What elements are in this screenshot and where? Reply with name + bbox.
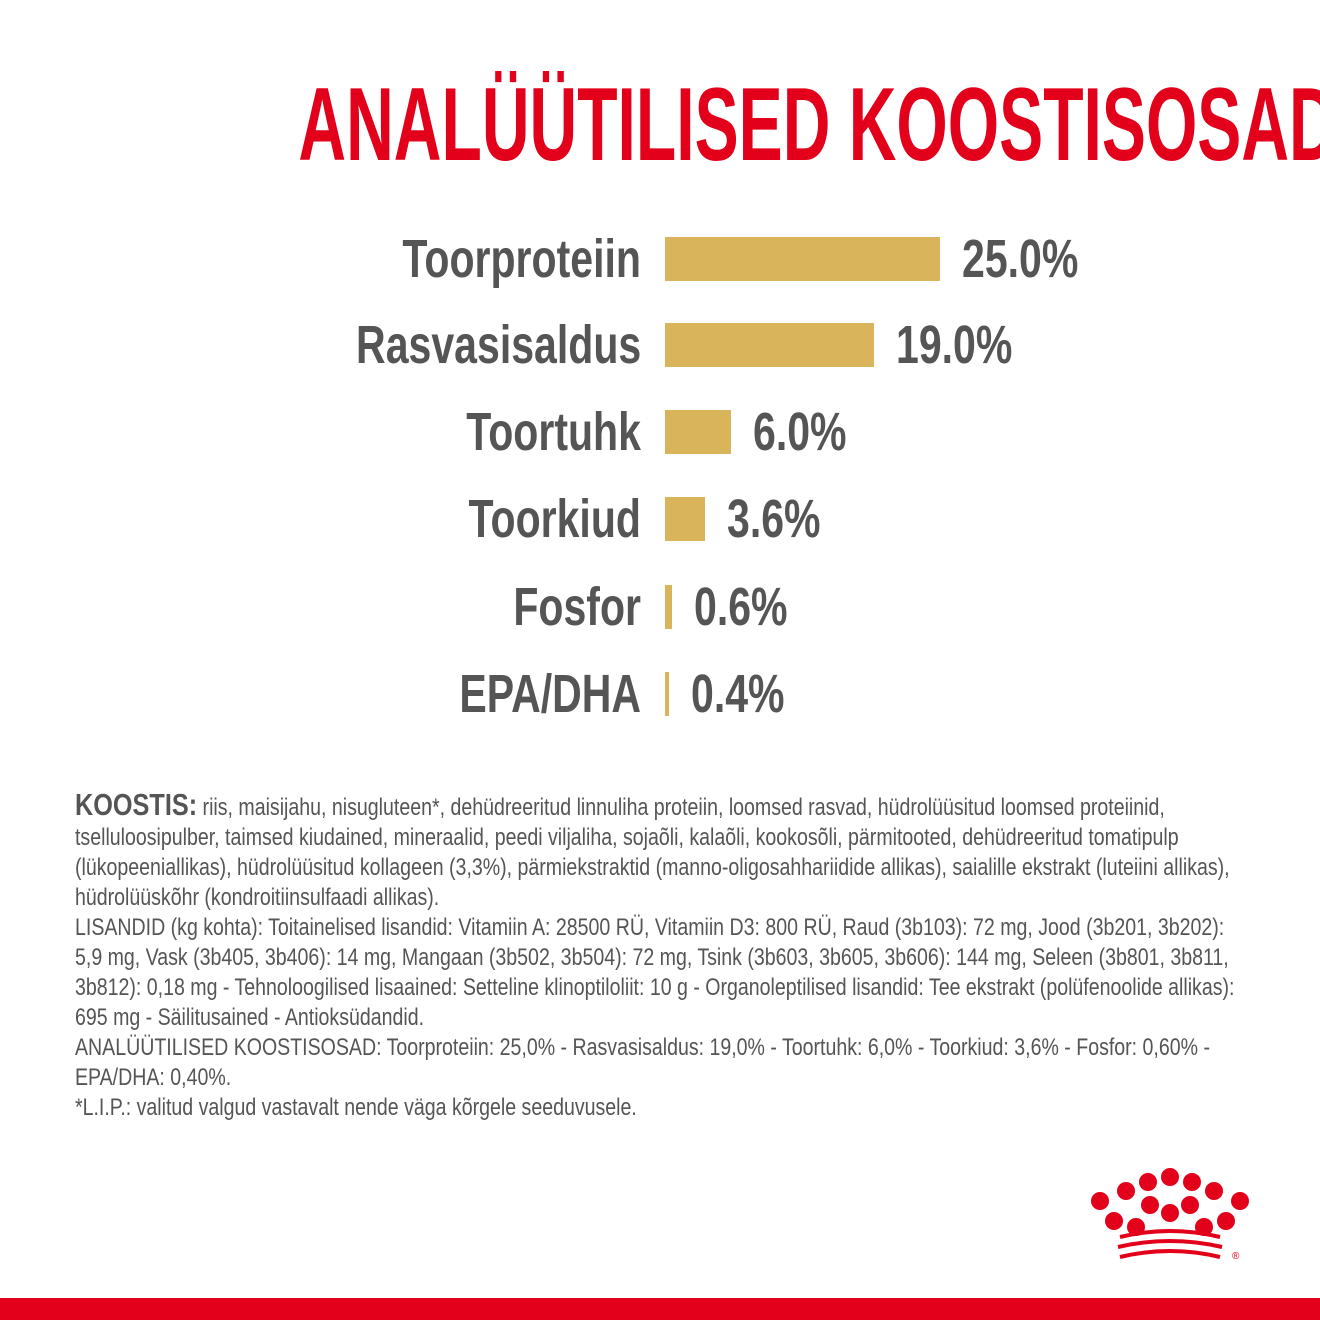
category-label: Toorkiud	[468, 489, 641, 549]
ingredients-paragraph: KOOSTIS: riis, maisijahu, nisugluteen*, …	[75, 787, 1253, 913]
category-label: Toortuhk	[466, 402, 641, 462]
additives-paragraph: LISANDID (kg kohta): Toitainelised lisan…	[75, 914, 1235, 1031]
value-label: 25.0%	[962, 229, 1079, 289]
bar	[665, 410, 731, 454]
chart-row: Fosfor 0.6%	[0, 577, 1320, 637]
registered-mark: ®	[1232, 1251, 1240, 1262]
title-container: ANALÜÜTILISED KOOSTISOSAD	[0, 70, 1320, 180]
footnote: *L.I.P.: valitud valgud vastavalt nende …	[75, 1094, 637, 1121]
bar	[665, 585, 672, 629]
chart-row: Toortuhk 6.0%	[0, 402, 1320, 462]
category-label: EPA/DHA	[459, 664, 641, 724]
category-label: Fosfor	[513, 577, 641, 637]
bar	[665, 323, 874, 367]
bar	[665, 672, 670, 716]
composition-text: KOOSTIS: riis, maisijahu, nisugluteen*, …	[75, 787, 1253, 1123]
category-label: Rasvasisaldus	[355, 315, 641, 375]
chart-row: Toorkiud 3.6%	[0, 489, 1320, 549]
bottom-brand-bar	[0, 1298, 1320, 1320]
value-label: 0.4%	[691, 664, 785, 724]
ingredients-list: riis, maisijahu, nisugluteen*, dehüdreer…	[75, 794, 1230, 911]
category-label: Toorproteiin	[402, 229, 641, 289]
composition-heading: KOOSTIS:	[75, 787, 198, 822]
bar	[665, 497, 705, 541]
value-label: 3.6%	[726, 489, 821, 549]
value-label: 0.6%	[693, 577, 788, 637]
value-label: 19.0%	[896, 315, 1013, 375]
value-label: 6.0%	[753, 402, 847, 462]
analytical-paragraph: ANALÜÜTILISED KOOSTISOSAD: Toorproteiin:…	[75, 1034, 1210, 1091]
page-title: ANALÜÜTILISED KOOSTISOSAD	[298, 67, 1320, 183]
chart-row: Rasvasisaldus 19.0%	[0, 315, 1320, 375]
analytical-constituents-chart: Toorproteiin 25.0% Rasvasisaldus 19.0% Toort…	[0, 229, 1320, 724]
bar	[665, 237, 940, 281]
chart-row: EPA/DHA 0.4%	[0, 664, 1320, 724]
royal-canin-crown-logo: ®	[1091, 1168, 1249, 1262]
chart-row: Toorproteiin 25.0%	[0, 229, 1320, 289]
